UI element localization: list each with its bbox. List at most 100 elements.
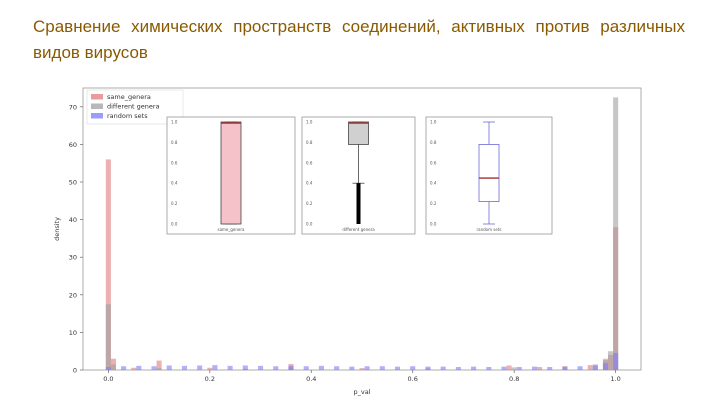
y-tick-label: 70 [69,103,77,111]
legend-swatch [91,103,103,109]
bar-same-genera [156,360,162,370]
inset-tick-label: 0.8 [430,140,437,145]
inset-tick-label: 0.6 [171,160,178,165]
inset-box [220,121,242,225]
inset-tick-label: 0.4 [306,181,313,186]
inset-tick-label: 0.0 [306,222,313,227]
x-tick-label: 0.8 [509,375,519,383]
x-tick-label: 0.0 [103,375,113,383]
bar-random-sets [379,366,385,370]
bar-random-sets [602,363,609,370]
bar-random-sets [197,365,203,370]
inset-tick-label: 0.2 [306,201,313,206]
legend-swatch [91,113,103,119]
bar-different-genera [608,351,614,370]
bar-same-genera [207,367,213,370]
inset-tick-label: 1.0 [430,120,437,125]
bar-random-sets [303,366,309,370]
y-tick-label: 60 [69,141,77,149]
bar-different-genera [511,367,517,370]
bar-random-sets [455,366,461,370]
bar-random-sets [592,365,598,370]
bar-random-sets [105,366,111,370]
bar-random-sets [334,366,340,370]
x-axis-label: p_val [353,388,370,396]
inset-tick-label: 0.0 [430,222,437,227]
bar-same-genera [506,365,512,370]
inset-tick-label: 0.0 [171,222,178,227]
inset-tick-label: 0.4 [430,181,437,186]
legend-label: same_genera [107,93,151,101]
y-axis-label: density [53,217,61,241]
inset-category-label: same_genera [218,227,246,232]
bar-random-sets [136,365,142,370]
inset-boxplot: 0.0 0.2 0.4 0.6 0.8 1.0 random sets [425,116,553,235]
inset-tick-label: 0.8 [171,140,178,145]
bar-random-sets [166,365,172,370]
inset-box [348,121,369,145]
inset-tick-label: 0.6 [430,160,437,165]
bar-different-genera [156,368,162,370]
bar-random-sets [501,366,507,370]
bar-random-sets [486,366,492,370]
y-tick-label: 30 [69,254,77,262]
y-tick-label: 50 [69,179,77,187]
legend-swatch [91,94,103,100]
bar-same-genera [131,367,137,370]
x-tick-label: 0.4 [306,375,316,383]
bar-random-sets [471,366,477,370]
inset-category-label: random sets [477,227,502,232]
inset-tick-label: 1.0 [306,120,313,125]
y-tick-label: 10 [69,329,77,337]
histogram-chart: 0 10 20 30 40 50 60 70 0.0 0.2 0.4 0.6 0.8 1.0 p_val de… [53,80,643,400]
inset-tick-label: 0.8 [306,140,313,145]
y-tick-label: 20 [69,291,77,299]
chart-svg: 0 10 20 30 40 50 60 70 0.0 0.2 0.4 0.6 0.8 1.0 p_val de… [53,87,642,396]
bar-same-genera [359,368,365,370]
bar-random-sets [258,365,264,370]
inset-tick-label: 0.4 [171,181,178,186]
bar-random-sets [349,366,355,370]
inset-boxplot: 0.0 0.2 0.4 0.6 0.8 1.0 different genera [301,116,416,235]
bar-random-sets [242,365,248,370]
inset-tick-label: 1.0 [171,120,178,125]
inset-category-label: different genera [342,227,375,232]
bar-random-sets [394,366,401,370]
x-tick-label: 1.0 [610,375,620,383]
bar-random-sets [212,365,218,370]
inset-tick-label: 0.6 [306,160,313,165]
inset-tick-label: 0.2 [171,201,178,206]
bar-random-sets [364,366,370,370]
bar-random-sets [613,353,619,370]
inset-box [478,144,500,202]
legend-label: different genera [107,103,160,111]
legend-label: random sets [107,112,148,120]
bar-random-sets [562,366,568,370]
bar-same-genera [105,159,111,370]
bar-random-sets [181,365,187,370]
bar-same-genera [587,365,593,370]
inset-boxplot: 0.0 0.2 0.4 0.6 0.8 1.0 same_genera [166,116,296,235]
bar-different-genera [110,364,116,370]
y-tick-label: 40 [69,216,77,224]
bar-different-genera [613,97,619,371]
bar-random-sets [516,366,522,370]
bar-random-sets [227,365,233,370]
bar-same-genera [537,366,543,370]
bar-random-sets [547,366,553,370]
bar-random-sets [151,366,157,370]
inset-tick-label: 0.2 [430,201,437,206]
slide-title: Сравнение химических пространств соедине… [33,17,685,62]
x-tick-label: 0.6 [408,375,418,383]
bar-random-sets [273,366,279,370]
x-tick-label: 0.2 [205,375,215,383]
bar-random-sets [577,366,583,370]
bar-random-sets [531,366,538,370]
bar-random-sets [425,366,431,370]
bar-random-sets [121,366,127,370]
bar-random-sets [318,365,324,370]
bar-random-sets [288,365,294,370]
bar-random-sets [440,366,446,370]
bar-random-sets [410,366,416,370]
